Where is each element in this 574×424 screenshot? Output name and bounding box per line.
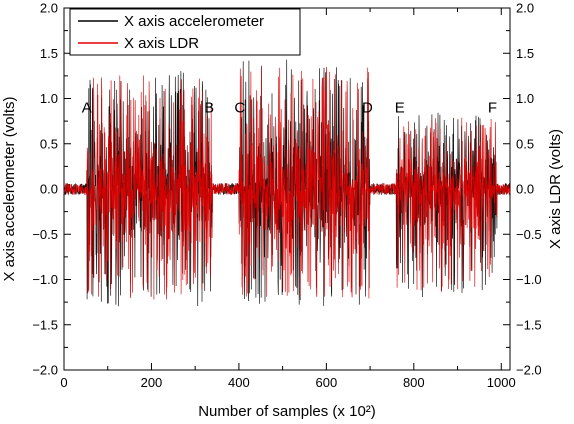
- annotation-e: E: [395, 100, 405, 117]
- left-y-axis-title: X axis accelerometer (volts): [1, 96, 18, 281]
- legend-box: [69, 8, 301, 56]
- x-tick-label: 200: [141, 375, 163, 390]
- series-layer: [63, 59, 511, 307]
- segment-annotations: A B C D E F: [82, 100, 497, 117]
- right-y-tick-label: −1.0: [516, 272, 542, 287]
- right-y-tick-label: −2.0: [516, 363, 542, 378]
- right-y-tick-label: 2.0: [516, 1, 534, 16]
- left-y-tick-label: −1.0: [32, 272, 58, 287]
- right-y-tick-label: 0.0: [516, 182, 534, 197]
- right-y-tick-label: 0.5: [516, 136, 534, 151]
- annotation-a: A: [82, 100, 92, 117]
- left-y-tick-label: 1.5: [40, 46, 58, 61]
- x-axis-title: Number of samples (x 10²): [198, 403, 376, 420]
- left-y-tick-label: 1.0: [40, 91, 58, 106]
- left-y-tick-label: 2.0: [40, 1, 58, 16]
- annotation-c: C: [234, 100, 245, 117]
- right-y-axis-ticks: −2.0 −1.5 −1.0 −0.5 0.0 0.5 1.0 1.5 2.0: [503, 1, 542, 378]
- legend: X axis accelerometer X axis LDR: [69, 8, 301, 56]
- left-y-tick-label: −2.0: [32, 363, 58, 378]
- legend-label-accelerometer: X axis accelerometer: [124, 13, 264, 30]
- annotation-f: F: [488, 100, 497, 117]
- annotation-b: B: [204, 100, 214, 117]
- left-y-tick-label: 0.0: [40, 182, 58, 197]
- x-tick-label: 1000: [487, 375, 516, 390]
- x-tick-label: 0: [60, 375, 67, 390]
- right-y-axis-title: X axis LDR (volts): [547, 129, 564, 249]
- left-y-tick-label: −1.5: [32, 317, 58, 332]
- left-y-tick-label: 0.5: [40, 136, 58, 151]
- annotation-d: D: [362, 100, 373, 117]
- left-y-axis-ticks: −2.0 −1.5 −1.0 −0.5 0.0 0.5 1.0 1.5 2.0: [32, 1, 71, 378]
- series-ldr-line: [63, 66, 511, 300]
- right-y-tick-label: −0.5: [516, 227, 542, 242]
- x-tick-label: 400: [228, 375, 250, 390]
- right-y-tick-label: 1.5: [516, 46, 534, 61]
- legend-label-ldr: X axis LDR: [124, 35, 199, 52]
- x-tick-label: 600: [316, 375, 338, 390]
- right-y-tick-label: 1.0: [516, 91, 534, 106]
- right-y-tick-label: −1.5: [516, 317, 542, 332]
- x-tick-label: 800: [403, 375, 425, 390]
- left-y-tick-label: −0.5: [32, 227, 58, 242]
